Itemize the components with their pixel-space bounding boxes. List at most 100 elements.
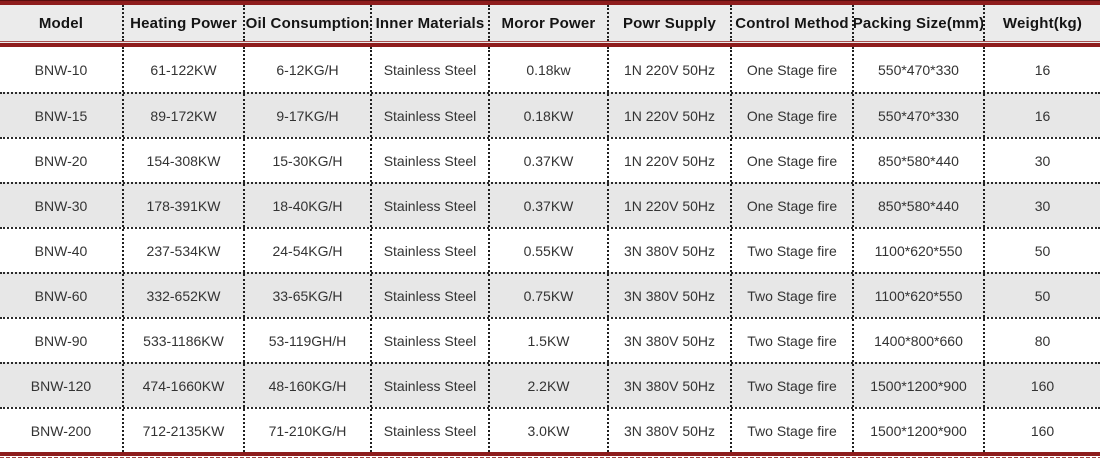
table-cell: 0.18kw: [488, 47, 607, 92]
header-cell-oil-consumption: Oil Consumption: [243, 5, 370, 41]
table-cell: Stainless Steel: [370, 139, 488, 182]
table-cell: 24-54KG/H: [243, 229, 370, 272]
table-cell: 48-160KG/H: [243, 364, 370, 407]
table-cell: 16: [983, 47, 1100, 92]
table-cell: 850*580*440: [852, 184, 983, 227]
table-cell: 2.2KW: [488, 364, 607, 407]
table-cell: Stainless Steel: [370, 364, 488, 407]
table-cell: 1100*620*550: [852, 229, 983, 272]
header-cell-weight-kg: Weight(kg): [983, 5, 1100, 41]
header-cell-model: Model: [38, 14, 84, 32]
table-cell: 237-534KW: [122, 229, 243, 272]
table-cell: 0.75KW: [488, 274, 607, 317]
table-cell: 1.5KW: [488, 319, 607, 362]
table-cell: 1N 220V 50Hz: [607, 139, 730, 182]
table-cell: 33-65KG/H: [243, 274, 370, 317]
table-cell: BNW-90: [34, 332, 88, 349]
table-row: BNW-30 178-391KW 18-40KG/H Stainless Steel 0…: [0, 182, 1100, 227]
table-row: BNW-120 474-1660KW 48-160KG/H Stainless Ste…: [0, 362, 1100, 407]
table-cell: 550*470*330: [852, 47, 983, 92]
table-cell: 712-2135KW: [122, 409, 243, 452]
table-cell: 1N 220V 50Hz: [607, 47, 730, 92]
table-cell: 1N 220V 50Hz: [607, 184, 730, 227]
table-row: BNW-200 712-2135KW 71-210KG/H Stainless Ste…: [0, 407, 1100, 452]
table-cell: One Stage fire: [730, 184, 852, 227]
table-cell: Stainless Steel: [370, 274, 488, 317]
table-cell: Stainless Steel: [370, 94, 488, 137]
table-cell: 9-17KG/H: [243, 94, 370, 137]
table-row: BNW-10 61-122KW 6-12KG/H Stainless Steel 0.1…: [0, 47, 1100, 92]
table-cell: 15-30KG/H: [243, 139, 370, 182]
table-cell: 71-210KG/H: [243, 409, 370, 452]
table-row: BNW-60 332-652KW 33-65KG/H Stainless Steel 0…: [0, 272, 1100, 317]
table-cell: 0.18KW: [488, 94, 607, 137]
header-underline: [0, 41, 1100, 47]
table-cell: 80: [983, 319, 1100, 362]
header-cell-heating-power: Heating Power: [122, 5, 243, 41]
table-cell: Stainless Steel: [370, 184, 488, 227]
table-cell: 3N 380V 50Hz: [607, 319, 730, 362]
table-cell: 1400*800*660: [852, 319, 983, 362]
table-cell: 160: [983, 364, 1100, 407]
table-cell: BNW-10: [34, 61, 88, 78]
table-cell: 3N 380V 50Hz: [607, 409, 730, 452]
table-row: BNW-90 533-1186KW 53-119GH/H Stainless Stee…: [0, 317, 1100, 362]
table-body: BNW-10 61-122KW 6-12KG/H Stainless Steel 0.1…: [0, 47, 1100, 452]
table-cell: Stainless Steel: [370, 319, 488, 362]
table-cell: 550*470*330: [852, 94, 983, 137]
header-row: Model Heating Power Oil Consumption Inner M…: [0, 5, 1100, 41]
table-cell: 1100*620*550: [852, 274, 983, 317]
table-cell: 3.0KW: [488, 409, 607, 452]
header-cell-moror-power: Moror Power: [488, 5, 607, 41]
table-cell: 154-308KW: [122, 139, 243, 182]
table-cell: 1N 220V 50Hz: [607, 94, 730, 137]
table-cell: 160: [983, 409, 1100, 452]
table-cell: 50: [983, 274, 1100, 317]
table-cell: BNW-60: [34, 287, 88, 304]
table-cell: One Stage fire: [730, 47, 852, 92]
header-cell-inner-materials: Inner Materials: [370, 5, 488, 41]
table-cell: BNW-20: [34, 152, 88, 169]
table-cell: 3N 380V 50Hz: [607, 364, 730, 407]
table-cell: 30: [983, 184, 1100, 227]
table-cell: Two Stage fire: [730, 274, 852, 317]
bottom-border-line: [0, 452, 1100, 456]
table-cell: 0.55KW: [488, 229, 607, 272]
table-cell: 850*580*440: [852, 139, 983, 182]
table-cell: 61-122KW: [122, 47, 243, 92]
table-cell: 178-391KW: [122, 184, 243, 227]
table-row: BNW-40 237-534KW 24-54KG/H Stainless Steel 0…: [0, 227, 1100, 272]
table-cell: BNW-200: [30, 422, 92, 439]
table-cell: 16: [983, 94, 1100, 137]
table-cell: BNW-15: [34, 107, 88, 124]
header-cell-control-method: Control Method: [730, 5, 852, 41]
table-cell: 3N 380V 50Hz: [607, 229, 730, 272]
table-cell: 1500*1200*900: [852, 409, 983, 452]
table-cell: Two Stage fire: [730, 319, 852, 362]
table-cell: 1500*1200*900: [852, 364, 983, 407]
header-cell-powr-supply: Powr Supply: [607, 5, 730, 41]
header-cell-packing-size-mm: Packing Size(mm): [852, 5, 983, 41]
bottom-border-gap: [0, 456, 1100, 457]
table-cell: One Stage fire: [730, 94, 852, 137]
table-row: BNW-15 89-172KW 9-17KG/H Stainless Steel 0.1…: [0, 92, 1100, 137]
table-cell: 50: [983, 229, 1100, 272]
table-cell: Two Stage fire: [730, 364, 852, 407]
table-cell: BNW-40: [34, 242, 88, 259]
table-cell: 474-1660KW: [122, 364, 243, 407]
table-cell: 89-172KW: [122, 94, 243, 137]
table-cell: One Stage fire: [730, 139, 852, 182]
table-cell: Two Stage fire: [730, 409, 852, 452]
table-cell: Two Stage fire: [730, 229, 852, 272]
table-cell: 6-12KG/H: [243, 47, 370, 92]
table-cell: 0.37KW: [488, 139, 607, 182]
table-cell: BNW-30: [34, 197, 88, 214]
table-cell: 53-119GH/H: [243, 319, 370, 362]
table-cell: 0.37KW: [488, 184, 607, 227]
table-cell: 533-1186KW: [122, 319, 243, 362]
table-cell: BNW-120: [30, 377, 92, 394]
top-border-line: [0, 0, 1100, 5]
table-cell: 18-40KG/H: [243, 184, 370, 227]
table-row: BNW-20 154-308KW 15-30KG/H Stainless Steel 0…: [0, 137, 1100, 182]
